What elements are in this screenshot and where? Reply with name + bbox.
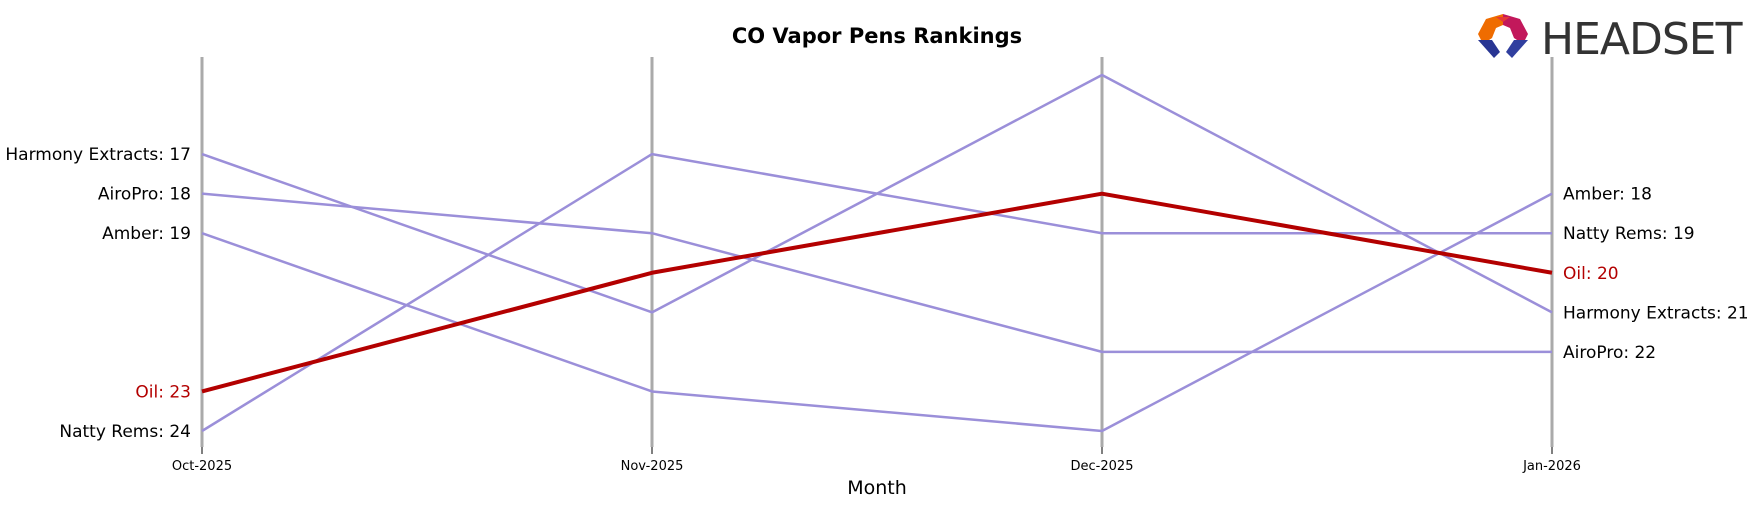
x-tick-label: Dec-2025 xyxy=(1071,459,1134,474)
x-tick-label: Oct-2025 xyxy=(172,459,232,474)
left-series-label: Natty Rems: 24 xyxy=(59,422,191,442)
left-series-label: Amber: 19 xyxy=(102,224,191,244)
headset-logo-text: HEADSET xyxy=(1541,14,1743,65)
month-axes xyxy=(200,57,1554,447)
left-series-label: Oil: 23 xyxy=(135,382,191,402)
chart-title: CO Vapor Pens Rankings xyxy=(732,24,1022,48)
x-axis-ticks: Oct-2025 Nov-2025 Dec-2025 Jan-2026 xyxy=(172,447,1581,474)
series-line-amber xyxy=(201,192,1553,433)
right-series-label: Oil: 20 xyxy=(1563,264,1619,284)
right-series-label: AiroPro: 22 xyxy=(1563,343,1656,363)
right-series-label: Natty Rems: 19 xyxy=(1563,224,1695,244)
end-labels: Harmony Extracts: 17 AiroPro: 18 Amber: 19… xyxy=(5,145,1748,442)
series-line-airopro xyxy=(201,192,1552,354)
left-series-label: AiroPro: 18 xyxy=(98,185,191,205)
x-axis-label: Month xyxy=(847,477,907,499)
series-line-oil xyxy=(201,191,1553,394)
x-tick-label: Jan-2026 xyxy=(1522,459,1581,474)
headset-logo-icon xyxy=(1478,14,1528,58)
series-lines xyxy=(201,73,1553,433)
left-series-label: Harmony Extracts: 17 xyxy=(5,145,191,165)
headset-logo: HEADSET xyxy=(1478,14,1744,65)
right-series-label: Amber: 18 xyxy=(1563,185,1652,205)
right-series-label: Harmony Extracts: 21 xyxy=(1563,303,1749,323)
x-tick-label: Nov-2025 xyxy=(621,459,684,474)
